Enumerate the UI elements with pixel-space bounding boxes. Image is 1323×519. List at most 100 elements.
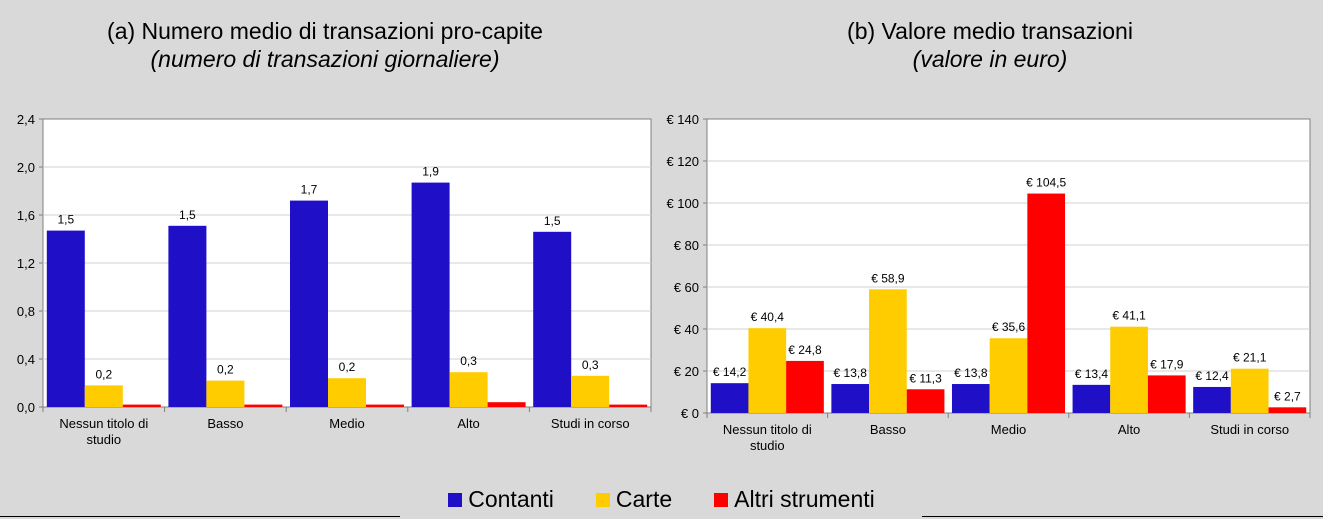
chart-a-bar	[328, 378, 366, 407]
chart-b-data-label: € 13,8	[954, 366, 988, 380]
chart-a-ytick-label: 0,4	[17, 352, 35, 367]
legend-item-altri: Altri strumenti	[714, 486, 875, 513]
chart-a-ytick-label: 1,2	[17, 256, 35, 271]
chart-a-bar	[411, 182, 450, 407]
legend-label-contanti: Contanti	[468, 486, 554, 512]
chart-b-data-label: € 13,8	[834, 366, 868, 380]
chart-b-data-label: € 104,5	[1026, 176, 1066, 190]
chart-a-bar	[244, 404, 283, 407]
chart-b-ytick-label: € 120	[666, 154, 699, 169]
chart-b-bar	[989, 338, 1028, 413]
chart-b-data-label: € 2,7	[1274, 389, 1301, 403]
chart-b-bar	[1072, 384, 1111, 413]
chart-b-category-label: Basso	[870, 422, 906, 437]
chart-b-data-label: € 41,1	[1112, 309, 1146, 323]
chart-a-data-label: 1,5	[544, 214, 561, 228]
chart-b-subtitle: (valore in euro)	[912, 46, 1068, 72]
chart-b-bar	[869, 289, 907, 413]
chart-a-title: (a) Numero medio di transazioni pro-capi…	[107, 18, 543, 44]
legend-swatch-contanti	[448, 492, 463, 507]
chart-a-data-label: 1,5	[179, 208, 196, 222]
chart-b-bar	[1110, 326, 1148, 413]
chart-a-ytick-label: 0,0	[17, 400, 35, 415]
chart-b-bar	[710, 383, 749, 413]
chart-a-bar	[122, 404, 161, 407]
chart-b-bar	[906, 389, 945, 413]
chart-b-category-label: Studi in corso	[1210, 422, 1289, 437]
chart-a-bar	[366, 404, 404, 407]
chart-b-data-label: € 40,4	[751, 310, 785, 324]
chart-a-ytick-label: 2,4	[17, 112, 35, 127]
chart-a-bar	[533, 231, 572, 407]
chart-b-bar	[831, 384, 870, 413]
chart-b-ytick-label: € 100	[666, 196, 699, 211]
chart-a-category-label: Alto	[457, 416, 479, 431]
chart-b-bar	[1268, 407, 1307, 413]
chart-a-data-label: 0,2	[95, 367, 112, 381]
chart-a-data-label: 1,9	[422, 165, 439, 179]
chart-a-title-block: (a) Numero medio di transazioni pro-capi…	[40, 17, 610, 73]
chart-a-category-label: Basso	[207, 416, 243, 431]
legend-item-carte: Carte	[595, 486, 673, 513]
chart-a-bar	[46, 230, 85, 407]
chart-a-bar	[290, 200, 328, 407]
chart-b-ytick-label: € 20	[674, 364, 699, 379]
chart-a-data-label: 0,2	[339, 360, 356, 374]
chart-b-ytick-label: € 80	[674, 238, 699, 253]
chart-b-bar	[1193, 386, 1231, 413]
chart-b-data-label: € 12,4	[1195, 369, 1229, 383]
legend-item-contanti: Contanti	[448, 486, 554, 513]
chart-a-bar	[571, 375, 610, 407]
bottom-rule-left	[0, 516, 400, 517]
chart-b-ytick-label: € 40	[674, 322, 699, 337]
chart-a-data-label: 0,3	[460, 354, 477, 368]
chart-b-category-label: Medio	[991, 422, 1026, 437]
legend-swatch-carte	[595, 492, 610, 507]
chart-a-category-label: studio	[86, 432, 121, 447]
chart-a-data-label: 1,7	[301, 183, 318, 197]
chart-a-ytick-label: 0,8	[17, 304, 35, 319]
chart-b-data-label: € 11,3	[909, 371, 942, 385]
chart-b-data-label: € 13,4	[1075, 367, 1109, 381]
chart-b-bar	[1147, 375, 1186, 413]
chart-a-bar	[206, 380, 245, 407]
chart-b-category-label: Nessun titolo di	[723, 422, 812, 437]
chart-b-data-label: € 17,9	[1150, 357, 1184, 371]
chart-b-bar	[748, 328, 787, 413]
chart-b-title: (b) Valore medio transazioni	[847, 18, 1133, 44]
chart-a-data-label: 1,5	[57, 213, 74, 227]
chart-b-data-label: € 24,8	[788, 343, 822, 357]
chart-b-bar	[1027, 193, 1066, 413]
legend: Contanti Carte Altri strumenti	[0, 486, 1323, 513]
chart-a-bar	[168, 225, 207, 407]
chart-b-ytick-label: € 0	[681, 406, 699, 421]
chart-b-bar	[1230, 368, 1269, 413]
chart-a-bar	[487, 402, 526, 407]
chart-b-ytick-label: € 140	[666, 112, 699, 127]
chart-a-data-label: 0,2	[217, 363, 234, 377]
chart-b-title-block: (b) Valore medio transazioni (valore in …	[680, 17, 1300, 73]
chart-a-ytick-label: 1,6	[17, 208, 35, 223]
chart-a-subtitle: (numero di transazioni giornaliere)	[150, 46, 500, 72]
chart-b-data-label: € 35,6	[992, 320, 1026, 334]
chart-a-category-label: Studi in corso	[551, 416, 630, 431]
chart-a-ytick-label: 2,0	[17, 160, 35, 175]
chart-a-category-label: Medio	[329, 416, 364, 431]
chart-b-data-label: € 14,2	[713, 365, 747, 379]
chart-a-data-label: 0,3	[582, 358, 599, 372]
chart-a-bar	[84, 385, 123, 407]
legend-label-carte: Carte	[615, 486, 673, 512]
chart-b-ytick-label: € 60	[674, 280, 699, 295]
chart-b-bar	[951, 384, 990, 413]
chart-a-bar	[609, 404, 648, 407]
chart-b-data-label: € 21,1	[1233, 351, 1267, 365]
legend-swatch-altri	[714, 492, 729, 507]
chart-b-data-label: € 58,9	[871, 271, 905, 285]
bottom-rule-right	[922, 516, 1323, 517]
chart-a-category-label: Nessun titolo di	[59, 416, 148, 431]
chart-b-category-label: Alto	[1118, 422, 1140, 437]
chart-b-category-label: studio	[750, 438, 785, 453]
legend-label-altri: Altri strumenti	[734, 486, 875, 512]
chart-a-bar	[449, 372, 488, 407]
